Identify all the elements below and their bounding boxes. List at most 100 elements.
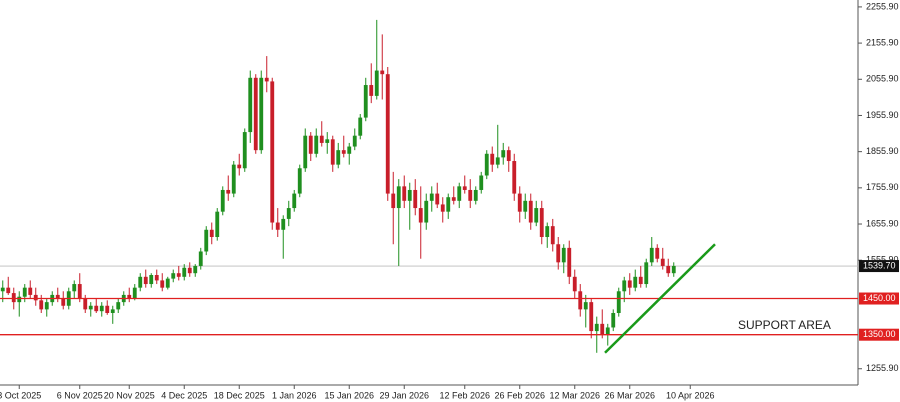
candle-body bbox=[149, 275, 154, 285]
last-price-label: 1539.70 bbox=[863, 260, 896, 270]
candle-body bbox=[534, 208, 539, 223]
candle-body bbox=[314, 135, 319, 154]
candle-body bbox=[132, 287, 137, 299]
candle-body bbox=[424, 200, 429, 223]
candle-body bbox=[292, 193, 297, 209]
candle-body bbox=[633, 276, 638, 288]
candle-body bbox=[358, 117, 363, 136]
candle-body bbox=[264, 77, 269, 82]
candle-body bbox=[391, 193, 396, 209]
candle-body bbox=[165, 278, 170, 288]
y-tick-label: 1255.90 bbox=[866, 363, 899, 373]
candle-body bbox=[143, 276, 148, 285]
x-tick-label: 10 Apr 2026 bbox=[666, 390, 715, 400]
candle-body bbox=[545, 226, 550, 238]
candle-body bbox=[550, 226, 555, 245]
candle-body bbox=[539, 208, 544, 238]
candle-body bbox=[644, 262, 649, 285]
candle-body bbox=[605, 327, 610, 335]
x-tick-label: 20 Nov 2025 bbox=[104, 390, 155, 400]
candle-body bbox=[28, 287, 33, 295]
candle-body bbox=[396, 186, 401, 209]
candle-body bbox=[407, 189, 412, 201]
candle-body bbox=[457, 186, 462, 201]
level-label: 1450.00 bbox=[863, 293, 896, 303]
candle-body bbox=[473, 189, 478, 201]
candle-body bbox=[446, 197, 451, 212]
candle-body bbox=[638, 276, 643, 285]
candle-body bbox=[671, 265, 676, 274]
candle-body bbox=[325, 139, 330, 143]
candle-body bbox=[259, 77, 264, 151]
candle-body bbox=[160, 280, 165, 288]
candle-body bbox=[226, 189, 231, 194]
x-tick-label: 26 Mar 2026 bbox=[604, 390, 655, 400]
y-tick-label: 2155.90 bbox=[866, 37, 899, 47]
y-tick-label: 1855.90 bbox=[866, 146, 899, 156]
candle-body bbox=[138, 276, 143, 288]
candle-body bbox=[561, 247, 566, 263]
candle-body bbox=[583, 302, 588, 310]
x-tick-label: 6 Nov 2025 bbox=[57, 390, 103, 400]
candle-body bbox=[336, 150, 341, 165]
candle-body bbox=[0, 287, 5, 292]
candle-body bbox=[303, 135, 308, 169]
x-tick-label: 12 Mar 2026 bbox=[549, 390, 600, 400]
candle-body bbox=[347, 146, 352, 154]
x-tick-label: 4 Dec 2025 bbox=[161, 390, 207, 400]
candle-body bbox=[116, 302, 121, 310]
candle-body bbox=[55, 294, 60, 299]
candle-body bbox=[374, 70, 379, 96]
candle-body bbox=[600, 323, 605, 335]
candle-body bbox=[418, 208, 423, 223]
candle-body bbox=[242, 132, 247, 169]
annotation: SUPPORT AREA bbox=[738, 318, 831, 332]
candle-body bbox=[611, 312, 616, 328]
candle-body bbox=[204, 229, 209, 252]
candle-body bbox=[451, 197, 456, 201]
candle-body bbox=[220, 189, 225, 212]
candle-body bbox=[363, 85, 368, 118]
candle-body bbox=[231, 164, 236, 194]
candle-body bbox=[627, 280, 632, 288]
candle-body bbox=[209, 229, 214, 238]
candle-body bbox=[171, 273, 176, 279]
candle-body bbox=[402, 186, 407, 201]
candle-body bbox=[182, 267, 187, 277]
candle-body bbox=[297, 168, 302, 194]
candle-body bbox=[462, 186, 467, 190]
candle-body bbox=[556, 244, 561, 263]
candle-body bbox=[176, 273, 181, 277]
y-tick-label: 1655.90 bbox=[866, 218, 899, 228]
candle-body bbox=[110, 309, 115, 313]
candle-body bbox=[523, 200, 528, 212]
candle-body bbox=[512, 161, 517, 194]
candle-body bbox=[275, 222, 280, 230]
candle-body bbox=[352, 135, 357, 147]
trendline bbox=[604, 243, 716, 354]
candle-body bbox=[495, 157, 500, 165]
candle-body bbox=[22, 287, 27, 297]
level-label-box bbox=[859, 292, 899, 305]
candle-body bbox=[72, 284, 77, 292]
candle-body bbox=[193, 265, 198, 274]
candle-body bbox=[154, 275, 159, 281]
level-label: 1350.00 bbox=[863, 329, 896, 339]
candle-body bbox=[187, 267, 192, 274]
x-tick-label: 3 Oct 2025 bbox=[0, 390, 41, 400]
candle-body bbox=[567, 247, 572, 277]
candle-body bbox=[286, 208, 291, 219]
candle-body bbox=[11, 293, 16, 303]
candle-body bbox=[506, 150, 511, 162]
y-tick-label: 1955.90 bbox=[866, 110, 899, 120]
candle-body bbox=[127, 294, 132, 299]
candle-body bbox=[99, 305, 104, 312]
candle-body bbox=[572, 276, 577, 292]
x-tick-label: 15 Jan 2026 bbox=[324, 390, 374, 400]
candle-body bbox=[578, 291, 583, 310]
candle-body bbox=[429, 193, 434, 201]
candle-body bbox=[666, 265, 671, 274]
candle-body bbox=[517, 193, 522, 212]
x-tick-label: 18 Dec 2025 bbox=[214, 390, 265, 400]
